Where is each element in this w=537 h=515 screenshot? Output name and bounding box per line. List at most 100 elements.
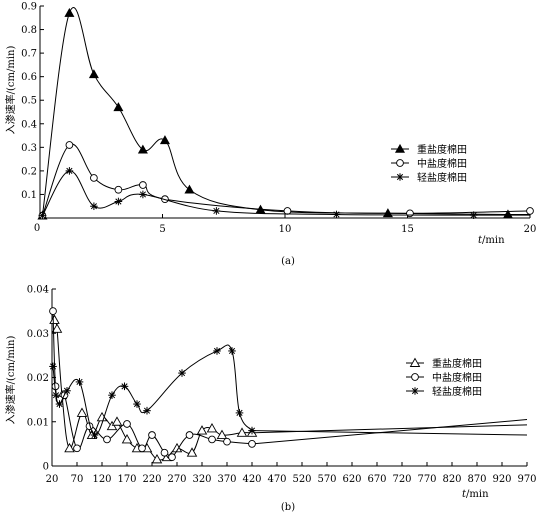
data-point	[113, 102, 124, 112]
data-point	[49, 362, 57, 371]
data-point	[55, 400, 64, 408]
y-tick-label: 0.01	[27, 417, 49, 428]
data-point	[114, 197, 123, 206]
series-2	[49, 344, 528, 439]
x-axis-label-unit: /min	[466, 489, 489, 500]
x-axis-label-var: t	[478, 235, 483, 246]
data-point	[159, 135, 170, 145]
y-axis-label: 入渗速率/(cm/min)	[4, 336, 17, 425]
x-tick-label: 70	[71, 474, 84, 485]
series-line	[41, 7, 508, 216]
data-point	[64, 442, 75, 453]
legend-label: 重盐度棉田	[432, 357, 482, 370]
data-point	[469, 211, 478, 219]
y-tick-label: 0.5	[21, 96, 37, 107]
series-1	[38, 141, 534, 220]
data-point	[160, 448, 169, 457]
data-point	[178, 369, 186, 377]
data-point	[38, 211, 47, 220]
data-point	[143, 406, 151, 415]
legend-label: 中盐度棉田	[432, 371, 482, 384]
series-1	[49, 307, 528, 462]
chart-panel-a: 0.1 0.2 0.3 0.4 0.5 0.6 0.7 0.8 0.9 0 5 10 15 20 入渗速率/…	[4, 2, 536, 268]
data-point	[120, 382, 129, 391]
x-tick-label: 20	[46, 474, 59, 485]
legend-label: 中盐度棉田	[417, 157, 467, 170]
data-point	[138, 444, 146, 453]
data-point	[235, 409, 244, 417]
data-point	[148, 431, 156, 439]
data-point	[76, 407, 88, 417]
series-2	[38, 167, 530, 220]
x-tick-label: 270	[167, 474, 186, 485]
x-tick-label: 570	[317, 474, 336, 485]
legend-label: 轻盐度棉田	[432, 385, 482, 398]
x-tick-label: 120	[92, 474, 111, 485]
data-point	[90, 431, 99, 439]
x-axis-label-var: t	[462, 489, 467, 500]
data-point	[137, 144, 148, 154]
data-point	[206, 422, 218, 433]
data-point	[103, 435, 111, 444]
data-point	[52, 391, 60, 399]
x-axis-label-unit: /min	[482, 235, 505, 246]
data-point	[123, 420, 131, 428]
data-point	[223, 437, 231, 446]
data-point	[88, 69, 99, 79]
y-tick-label: 0.9	[21, 2, 37, 13]
series-0	[37, 7, 530, 220]
data-point	[51, 323, 63, 333]
data-point	[65, 167, 74, 175]
y-tick-label: 0.03	[27, 329, 49, 340]
origin-label: 0	[34, 223, 40, 234]
series-tail	[251, 419, 528, 445]
y-tick-label: 0.7	[21, 49, 37, 60]
x-axis-label: t/min	[462, 489, 489, 500]
panel-caption: (a)	[281, 256, 295, 267]
data-point	[332, 210, 341, 219]
data-point	[139, 181, 147, 189]
data-point	[65, 141, 74, 149]
data-point	[108, 391, 116, 399]
x-tick-label: 770	[417, 474, 436, 485]
y-tick-label: 0.6	[21, 72, 37, 83]
series-line	[41, 143, 531, 216]
y-tick-label: 0.8	[21, 25, 37, 36]
data-point	[216, 429, 228, 439]
data-point	[151, 453, 163, 464]
y-tick-label: 0.1	[21, 190, 37, 201]
x-tick-label: 15	[401, 224, 414, 235]
x-tick-label: 720	[392, 474, 411, 485]
legend-marker	[396, 159, 404, 167]
x-tick-label: 420	[242, 474, 261, 485]
data-point	[133, 400, 141, 408]
legend-marker	[394, 143, 406, 153]
data-point	[406, 209, 414, 218]
data-point	[502, 209, 513, 219]
legend-marker	[396, 173, 404, 181]
x-tick-label: 370	[217, 474, 236, 485]
y-tick-label: 0.04	[27, 285, 49, 296]
data-point	[212, 207, 221, 215]
data-point	[196, 425, 208, 435]
data-point	[111, 416, 123, 426]
y-tick-label: 0.2	[21, 166, 37, 177]
data-point	[75, 378, 84, 386]
x-tick-label: 170	[117, 474, 136, 485]
x-tick-label: 670	[367, 474, 386, 485]
data-point	[114, 185, 123, 194]
data-point	[526, 207, 534, 215]
data-point	[139, 190, 147, 199]
x-tick-label: 820	[442, 474, 461, 485]
data-point	[248, 426, 256, 435]
x-tick-label: 920	[492, 474, 511, 485]
x-tick-label: 220	[142, 474, 161, 485]
data-point	[49, 314, 60, 324]
data-point	[168, 453, 176, 462]
y-tick-label: 0.3	[21, 143, 37, 154]
series-tail	[251, 430, 528, 436]
legend-marker	[411, 387, 419, 395]
x-tick-label: 10	[279, 224, 292, 235]
panel-caption: (b)	[281, 502, 295, 513]
x-tick-label: 5	[159, 224, 165, 235]
